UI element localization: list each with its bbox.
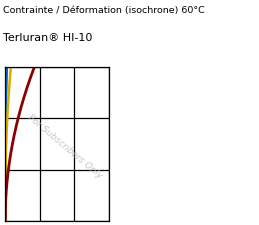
Text: Contrainte / Déformation (isochrone) 60°C: Contrainte / Déformation (isochrone) 60°… <box>3 6 204 15</box>
Text: For Subscribers Only: For Subscribers Only <box>26 113 104 181</box>
Text: Terluran® HI-10: Terluran® HI-10 <box>3 33 92 43</box>
